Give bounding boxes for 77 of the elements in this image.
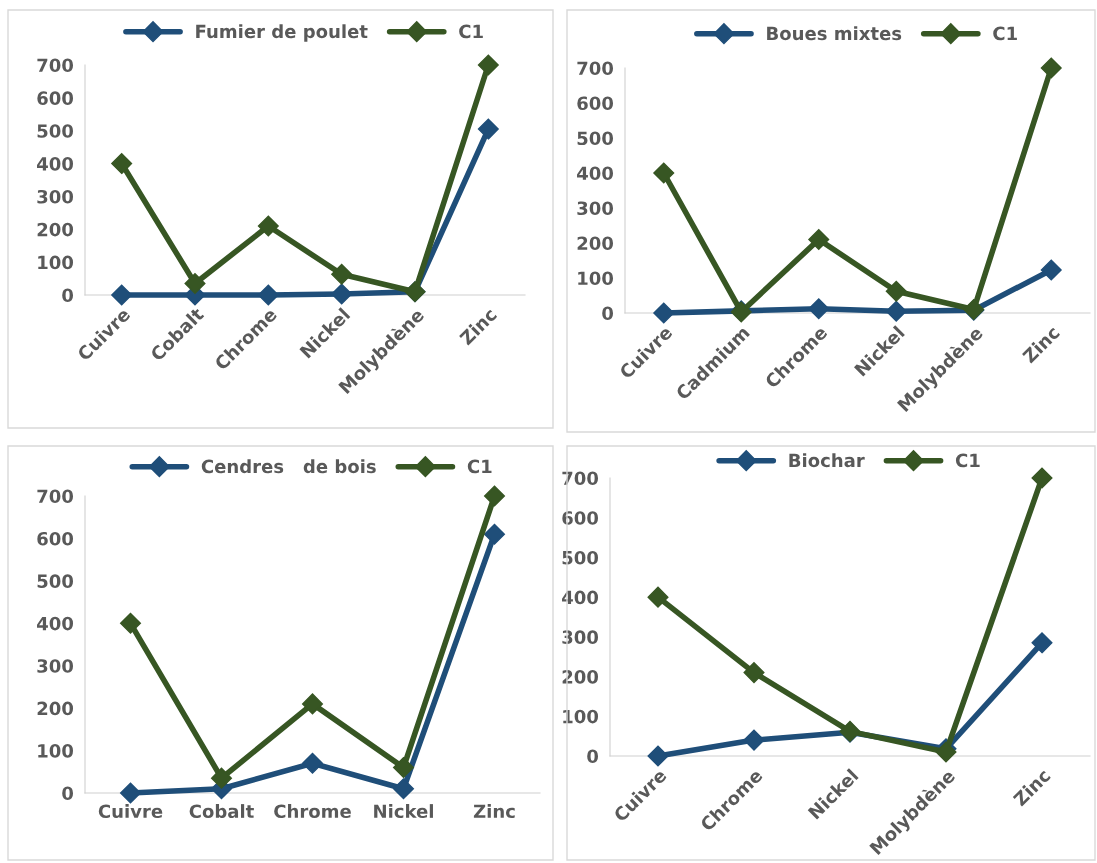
- legend-label: C1: [955, 453, 980, 468]
- y-tick-label: 500: [37, 124, 74, 138]
- x-tick-label: Zinc: [473, 804, 515, 819]
- y-tick-label: 100: [38, 744, 74, 758]
- point: [119, 782, 142, 804]
- legend-label: C1: [993, 26, 1017, 41]
- y-tick-label: 300: [37, 189, 74, 204]
- y-tick-label: 0: [602, 306, 614, 321]
- y-tick-label: 400: [37, 157, 74, 171]
- point: [1040, 57, 1062, 79]
- y-tick-label: 700: [37, 58, 74, 73]
- point: [885, 280, 907, 302]
- y-tick-label: 300: [577, 201, 614, 216]
- x-tick-label: Chrome: [274, 804, 351, 819]
- y-tick-label: 700: [37, 489, 74, 504]
- y-tick-label: 300: [37, 659, 74, 673]
- y-tick-label: 600: [562, 511, 599, 525]
- legend-label: Fumier de poulet: [196, 24, 368, 42]
- y-tick-label: 600: [37, 91, 74, 105]
- point: [653, 162, 675, 184]
- point: [1031, 467, 1053, 489]
- y-tick-label: 600: [577, 96, 614, 111]
- x-tick-label: Cobalt: [189, 804, 254, 819]
- point: [210, 767, 233, 789]
- y-tick-label: 200: [37, 701, 74, 716]
- legend-label: C1: [467, 459, 492, 474]
- point: [808, 298, 830, 320]
- point: [184, 272, 206, 295]
- y-tick-label: 0: [62, 786, 74, 801]
- point: [885, 300, 907, 322]
- point: [1040, 259, 1062, 281]
- y-tick-label: 600: [37, 531, 74, 546]
- point: [111, 153, 133, 175]
- y-tick-label: 200: [577, 236, 614, 251]
- point: [257, 215, 279, 237]
- legend-label: Biochar: [789, 453, 865, 468]
- point: [743, 662, 765, 684]
- x-tick-label: Nickel: [374, 804, 433, 819]
- y-tick-label: 100: [578, 271, 614, 286]
- point: [483, 485, 506, 507]
- point: [301, 693, 324, 715]
- y-tick-label: 500: [577, 131, 614, 146]
- y-tick-label: 400: [37, 616, 74, 631]
- point: [647, 745, 669, 767]
- x-tick-label: Cuivre: [98, 804, 163, 819]
- point: [647, 586, 669, 608]
- y-tick-label: 0: [587, 749, 599, 764]
- point: [392, 778, 415, 800]
- y-tick-label: 300: [562, 630, 599, 644]
- y-tick-label: 700: [562, 471, 599, 486]
- point: [477, 54, 499, 76]
- legend-label: C1: [459, 24, 483, 39]
- y-tick-label: 0: [62, 288, 74, 303]
- point: [808, 228, 830, 251]
- y-tick-label: 400: [577, 166, 614, 181]
- y-tick-label: 100: [38, 255, 74, 270]
- y-tick-label: 700: [577, 61, 614, 76]
- legend-label: Boues mixtes: [767, 26, 902, 41]
- point: [257, 284, 279, 306]
- point: [331, 283, 353, 305]
- legend-label: Cendres de bois: [201, 459, 376, 474]
- y-tick-label: 500: [562, 550, 599, 565]
- point: [483, 523, 506, 545]
- y-tick-label: 200: [37, 222, 74, 237]
- y-tick-label: 400: [562, 590, 599, 605]
- point: [653, 302, 675, 324]
- point: [111, 284, 133, 306]
- point: [392, 757, 415, 779]
- point: [119, 612, 142, 634]
- point: [301, 752, 324, 774]
- y-tick-label: 500: [37, 574, 74, 588]
- y-tick-label: 200: [562, 670, 599, 684]
- point: [477, 118, 499, 140]
- y-tick-label: 100: [563, 709, 599, 724]
- point: [331, 263, 353, 285]
- point: [1031, 632, 1053, 654]
- point: [743, 729, 765, 751]
